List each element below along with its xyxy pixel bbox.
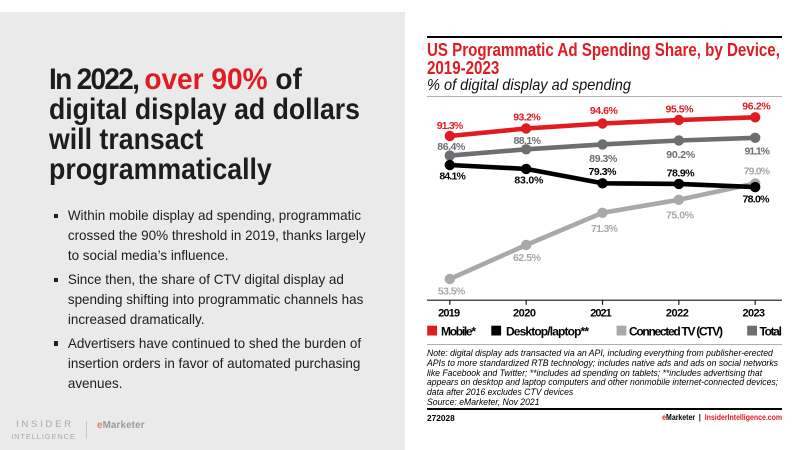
svg-text:Connected TV (CTV): Connected TV (CTV) bbox=[629, 324, 723, 338]
svg-text:Mobile*: Mobile* bbox=[441, 324, 476, 338]
svg-text:Total: Total bbox=[760, 324, 783, 338]
svg-text:53.5%: 53.5% bbox=[438, 286, 466, 298]
svg-text:75.0%: 75.0% bbox=[666, 210, 695, 222]
svg-text:79.0%: 79.0% bbox=[744, 166, 771, 178]
svg-text:78.0%: 78.0% bbox=[743, 194, 771, 206]
svg-text:91.3%: 91.3% bbox=[437, 120, 464, 132]
svg-text:78.9%: 78.9% bbox=[667, 168, 696, 180]
svg-text:88.1%: 88.1% bbox=[513, 135, 541, 147]
svg-text:96.2%: 96.2% bbox=[742, 101, 771, 113]
svg-text:91.1%: 91.1% bbox=[744, 145, 770, 157]
svg-text:93.2%: 93.2% bbox=[513, 112, 541, 124]
svg-text:2022: 2022 bbox=[666, 308, 689, 320]
svg-text:94.6%: 94.6% bbox=[590, 105, 619, 117]
svg-text:79.3%: 79.3% bbox=[589, 166, 618, 178]
svg-text:2020: 2020 bbox=[513, 308, 536, 320]
svg-text:89.3%: 89.3% bbox=[589, 153, 618, 165]
svg-text:86.4%: 86.4% bbox=[437, 141, 466, 153]
svg-text:Desktop/laptop**: Desktop/laptop** bbox=[506, 324, 589, 338]
svg-text:62.5%: 62.5% bbox=[513, 252, 542, 264]
svg-text:90.2%: 90.2% bbox=[666, 149, 696, 161]
svg-text:2023: 2023 bbox=[743, 308, 766, 320]
svg-text:71.3%: 71.3% bbox=[591, 223, 619, 235]
svg-text:2021: 2021 bbox=[590, 308, 612, 320]
svg-text:2019: 2019 bbox=[438, 308, 460, 320]
svg-text:95.5%: 95.5% bbox=[666, 104, 695, 116]
svg-text:84.1%: 84.1% bbox=[439, 171, 466, 183]
svg-text:83.0%: 83.0% bbox=[514, 174, 544, 186]
